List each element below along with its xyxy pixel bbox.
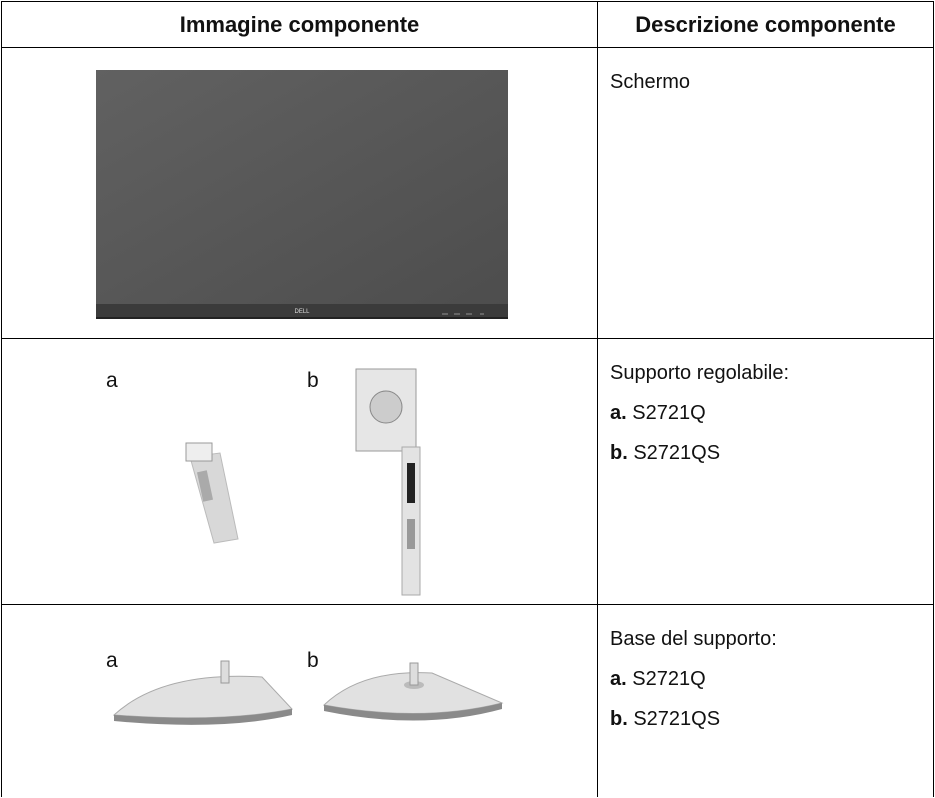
image-label: b xyxy=(307,369,319,392)
item-text: S2721QS xyxy=(633,442,721,464)
description-cell: Base del supporto: a. S2721Q b. S2721QS xyxy=(597,604,934,797)
description-title: Base del supporto: xyxy=(610,628,777,650)
stand-image xyxy=(185,368,421,596)
item-text: S2721Q xyxy=(632,668,706,690)
description-item: a. S2721Q xyxy=(610,393,933,433)
description-title: Schermo xyxy=(610,71,691,93)
logo: DELL xyxy=(294,309,310,315)
image-label: a xyxy=(106,649,118,672)
description-item: a. S2721Q xyxy=(610,659,933,699)
description-cell: Schermo xyxy=(597,47,934,338)
description-item: b. S2721QS xyxy=(610,699,933,739)
item-marker: a. xyxy=(610,668,627,690)
header-cell: Immagine componente xyxy=(1,1,597,47)
monitor-image: DELL xyxy=(96,70,508,319)
image-cell: a b xyxy=(1,604,597,797)
base-image xyxy=(112,660,504,725)
item-text: S2721Q xyxy=(632,402,706,424)
item-marker: a. xyxy=(610,402,627,424)
description-title: Supporto regolabile: xyxy=(610,362,790,384)
header-cell: Descrizione componente xyxy=(597,1,934,47)
header-text: Immagine componente xyxy=(179,11,420,37)
description-item: b. S2721QS xyxy=(610,433,933,473)
image-cell: a b xyxy=(1,338,597,604)
header-text: Descrizione componente xyxy=(635,11,896,37)
item-text: S2721QS xyxy=(633,708,721,730)
image-label: b xyxy=(307,649,319,672)
description-cell: Supporto regolabile: a. S2721Q b. S2721Q… xyxy=(597,338,934,604)
item-marker: b. xyxy=(610,442,628,464)
item-marker: b. xyxy=(610,708,628,730)
image-cell: DELL xyxy=(1,47,597,338)
image-label: a xyxy=(106,369,118,392)
